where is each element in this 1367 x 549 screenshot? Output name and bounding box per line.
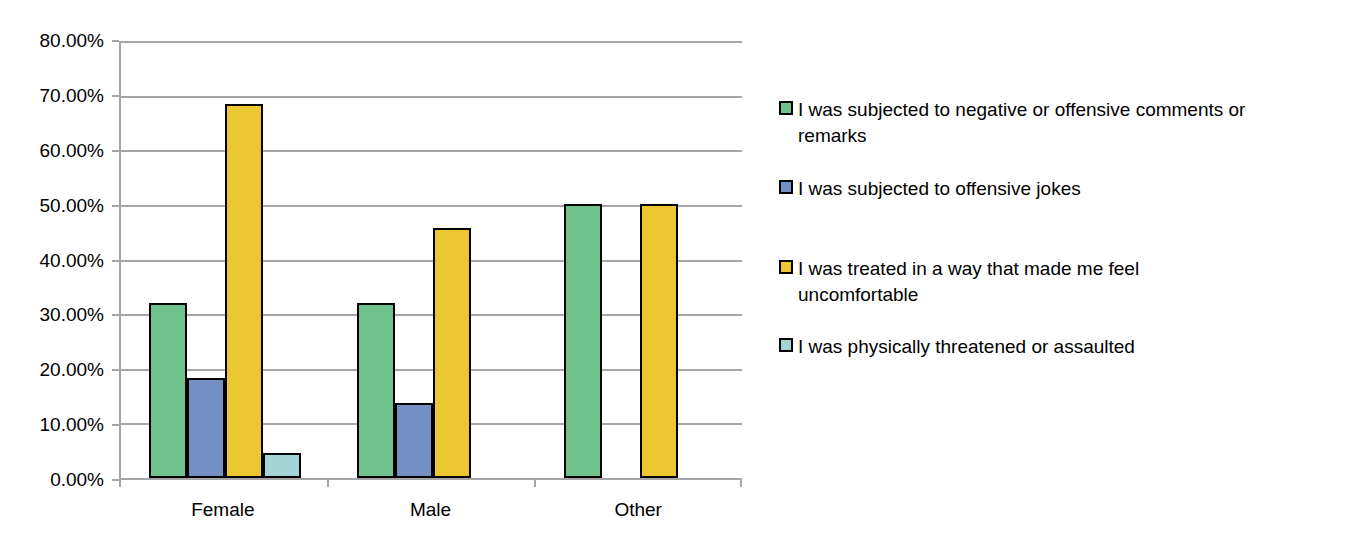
x-category-label: Female: [153, 499, 293, 521]
y-axis-tick: [112, 314, 119, 316]
gridline: [121, 41, 742, 43]
y-tick-label: 30.00%: [14, 304, 104, 326]
bar-chart: 0.00% 10.00% 20.00% 30.00% 40.00% 50.00% 60.00…: [0, 0, 1367, 549]
bar: [263, 453, 301, 478]
y-axis-tick: [112, 40, 119, 42]
y-axis-tick: [112, 369, 119, 371]
y-tick-label: 0.00%: [14, 469, 104, 491]
y-axis-tick: [112, 424, 119, 426]
bar: [564, 204, 602, 478]
y-tick-label: 20.00%: [14, 359, 104, 381]
gridline: [121, 96, 742, 98]
legend-item: I was subjected to negative or offensive…: [779, 97, 1358, 149]
legend-swatch: [779, 101, 793, 115]
y-axis-tick: [112, 95, 119, 97]
bar: [225, 104, 263, 478]
x-category-label: Male: [361, 499, 501, 521]
legend-label: I was physically threatened or assaulted: [798, 334, 1358, 360]
legend-label: I was subjected to offensive jokes: [798, 176, 1358, 202]
legend-label: I was treated in a way that made me feel…: [798, 256, 1358, 308]
x-axis-tick: [740, 480, 742, 487]
gridline: [121, 150, 742, 152]
bar: [433, 228, 471, 478]
y-axis-tick: [112, 260, 119, 262]
bar: [187, 378, 225, 478]
legend-swatch: [779, 260, 793, 274]
y-tick-label: 10.00%: [14, 414, 104, 436]
legend-item: I was subjected to offensive jokes: [779, 176, 1358, 202]
y-tick-label: 70.00%: [14, 85, 104, 107]
y-axis-tick: [112, 150, 119, 152]
bar: [149, 303, 187, 478]
y-tick-label: 60.00%: [14, 140, 104, 162]
legend-swatch: [779, 338, 793, 352]
y-tick-label: 80.00%: [14, 30, 104, 52]
x-axis-tick: [534, 480, 536, 487]
y-tick-label: 50.00%: [14, 195, 104, 217]
y-axis-tick: [112, 205, 119, 207]
legend-item: I was physically threatened or assaulted: [779, 334, 1358, 360]
x-axis-tick: [327, 480, 329, 487]
bar: [640, 204, 678, 478]
bar: [395, 403, 433, 478]
y-tick-label: 40.00%: [14, 250, 104, 272]
x-category-label: Other: [568, 499, 708, 521]
legend-item: I was treated in a way that made me feel…: [779, 256, 1358, 308]
legend-label: I was subjected to negative or offensive…: [798, 97, 1358, 149]
x-axis-tick: [119, 480, 121, 487]
bar: [357, 303, 395, 478]
plot-area: [119, 41, 742, 480]
y-axis-tick: [112, 479, 119, 481]
legend-swatch: [779, 180, 793, 194]
